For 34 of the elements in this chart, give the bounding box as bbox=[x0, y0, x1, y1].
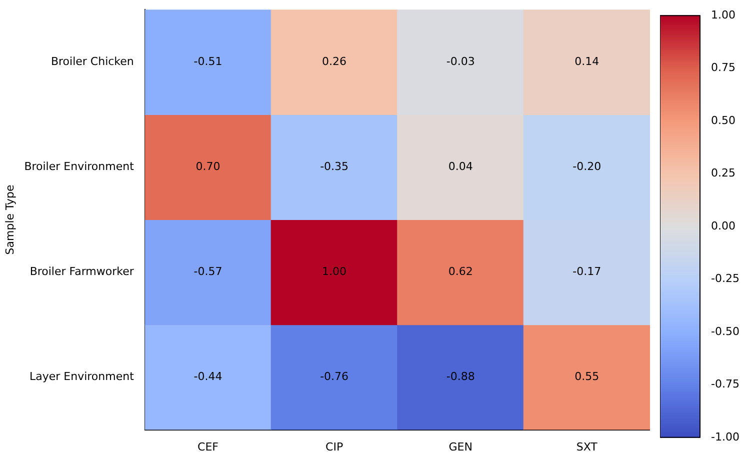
data-label: 1.00 bbox=[322, 265, 347, 278]
color-bar-label: 0.00 bbox=[711, 219, 736, 232]
y-tick-label: Broiler Environment bbox=[24, 160, 135, 174]
color-bar-label: 1.00 bbox=[711, 8, 736, 22]
x-tick-label: CIP bbox=[326, 440, 344, 454]
color-bar-label: -1.00 bbox=[711, 430, 740, 444]
data-label: -0.03 bbox=[446, 54, 475, 68]
color-bar-label: 0.75 bbox=[711, 61, 736, 74]
color-bar-label: -0.50 bbox=[711, 324, 740, 338]
y-tick-label: Broiler Chicken bbox=[50, 54, 134, 68]
y-tick-label: Broiler Farmworker bbox=[30, 265, 134, 278]
x-tick-label: GEN bbox=[448, 440, 472, 454]
color-bar-label: -0.25 bbox=[711, 272, 740, 286]
data-label: -0.44 bbox=[194, 370, 222, 384]
data-label: -0.17 bbox=[572, 265, 602, 278]
data-label: 0.62 bbox=[448, 265, 473, 278]
x-tick-label: CEF bbox=[198, 440, 219, 454]
color-bar-label: 0.50 bbox=[711, 114, 736, 127]
data-label: 0.14 bbox=[574, 54, 600, 68]
x-tick-label: SXT bbox=[576, 440, 598, 454]
color-bar-label: -0.75 bbox=[711, 378, 740, 391]
data-label: -0.35 bbox=[320, 160, 349, 174]
data-label: -0.20 bbox=[572, 160, 602, 174]
data-label: 0.26 bbox=[322, 54, 347, 68]
data-label: 0.04 bbox=[448, 160, 473, 174]
data-label: -0.51 bbox=[194, 54, 222, 68]
y-tick-label: Layer Environment bbox=[29, 370, 135, 384]
color-bar-label: 0.25 bbox=[711, 166, 736, 180]
data-label: -0.76 bbox=[320, 370, 349, 384]
y-axis-title: Sample Type bbox=[3, 184, 16, 255]
data-label: 0.55 bbox=[574, 370, 600, 384]
data-label: 0.70 bbox=[196, 160, 220, 174]
data-label: -0.88 bbox=[446, 370, 475, 384]
data-label: -0.57 bbox=[194, 265, 222, 278]
